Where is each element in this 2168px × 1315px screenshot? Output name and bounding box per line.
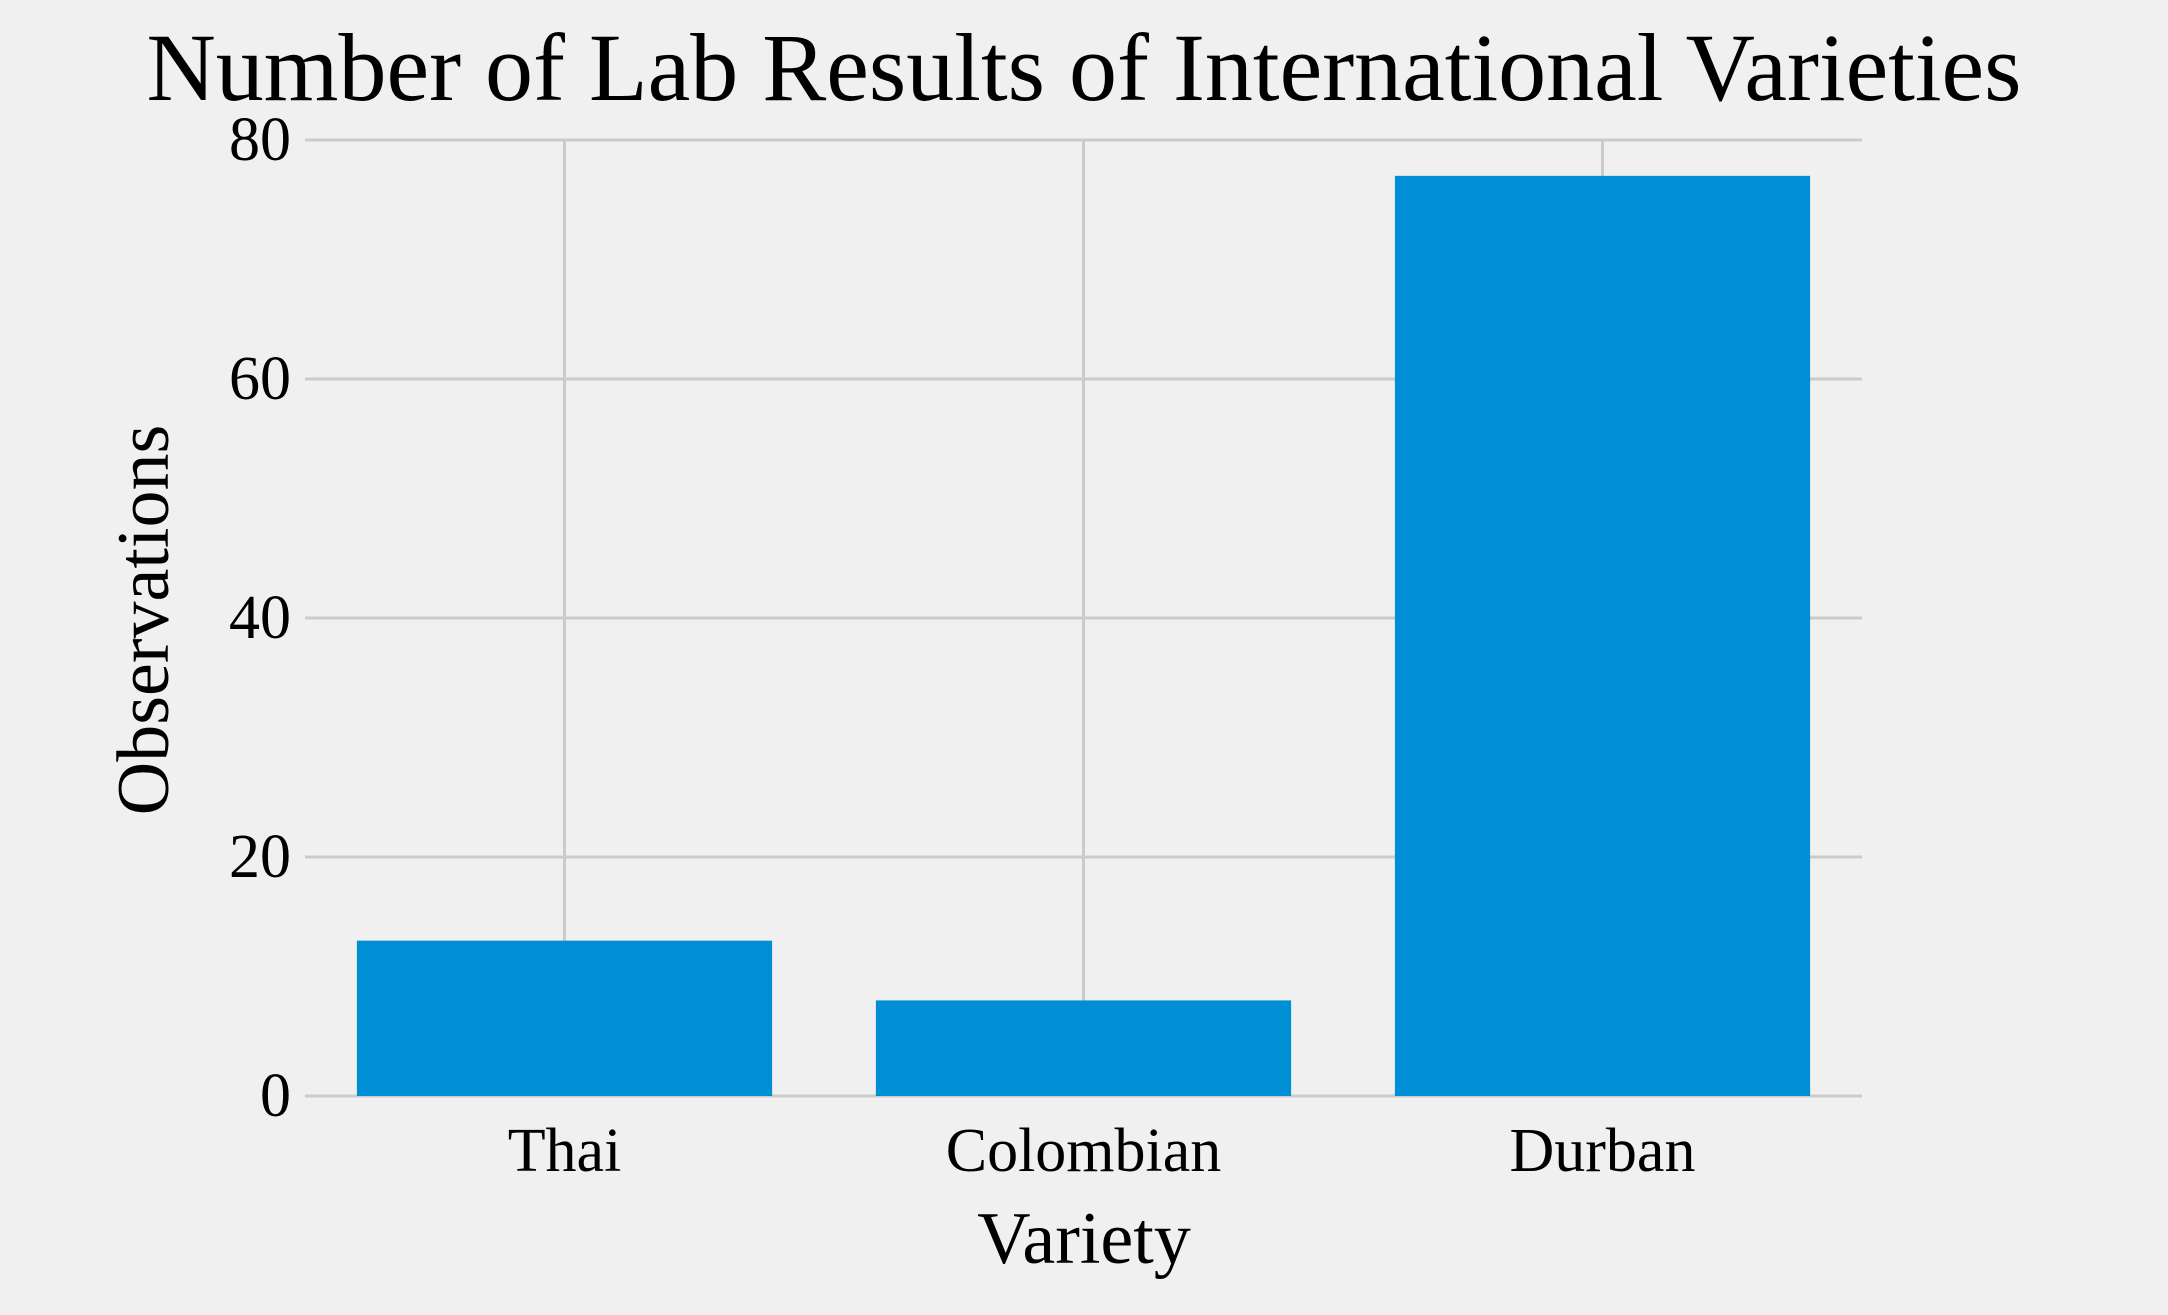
tick-label-layer: 0 20 40 60 80 Thai Colombian Durban [229,106,1695,1185]
y-tick-label: 80 [229,106,291,174]
y-tick-label: 20 [229,823,291,891]
bar-durban [1394,175,1811,1097]
y-axis-label: Observations [103,425,185,816]
y-tick-label: 40 [229,584,291,652]
y-tick-label: 0 [260,1062,291,1130]
x-tick-label-durban: Durban [1510,1117,1696,1185]
x-tick-label-thai: Thai [508,1117,622,1185]
x-tick-label-colombian: Colombian [946,1117,1222,1185]
bar-layer [356,175,1811,1097]
x-axis-label: Variety [977,1198,1191,1280]
bar-thai [356,940,773,1096]
y-tick-label: 60 [229,345,291,413]
chart-title: Number of Lab Results of International V… [146,14,2021,121]
bar-colombian [875,1000,1292,1096]
